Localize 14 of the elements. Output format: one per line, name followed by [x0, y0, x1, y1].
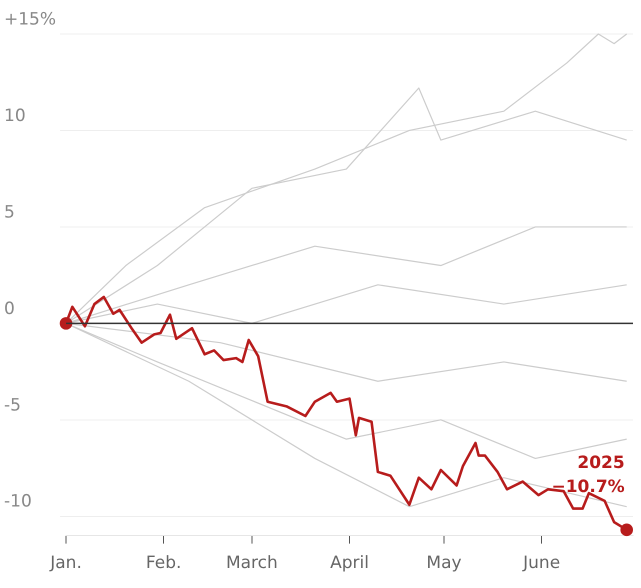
y-tick-label: 10 — [4, 106, 26, 126]
x-tick-label: Feb. — [146, 553, 182, 574]
y-tick-label: 5 — [4, 202, 15, 222]
x-tick-label: June — [522, 553, 560, 574]
y-tick-label: 0 — [4, 298, 15, 319]
annotation: −10.7% — [551, 476, 625, 497]
x-tick-label: May — [426, 553, 462, 574]
series-label: 2025 — [577, 452, 625, 473]
x-tick-label: Jan. — [49, 553, 82, 574]
x-tick-label: March — [226, 553, 278, 574]
y-tick-label: +15% — [4, 9, 56, 30]
y-tick-label: -10 — [4, 492, 32, 512]
y-tick-label: -5 — [4, 395, 21, 416]
x-tick-label: April — [330, 553, 369, 574]
